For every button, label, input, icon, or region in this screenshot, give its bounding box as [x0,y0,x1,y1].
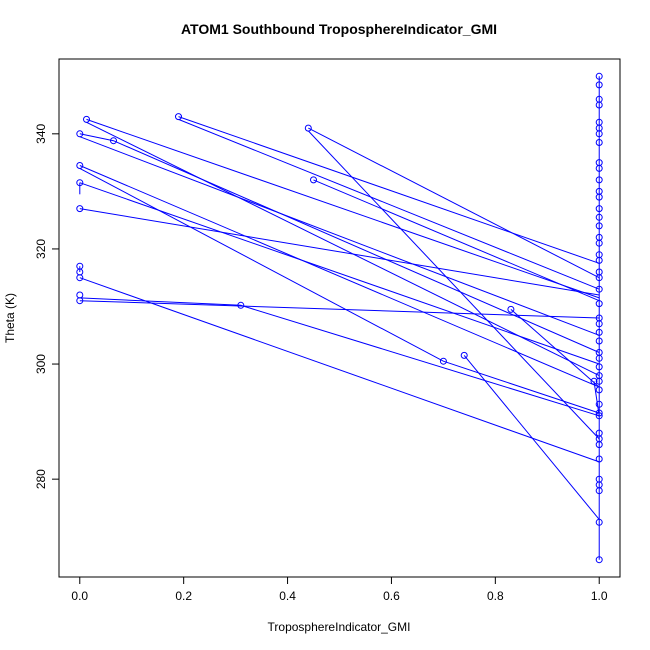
data-point [595,101,603,109]
data-point [175,113,182,121]
series-lines [79,76,600,560]
data-point [76,130,84,138]
y-tick-label: 280 [34,469,48,489]
x-tick-label: 0.8 [487,589,504,603]
series-line [79,300,600,319]
series-line [308,127,600,279]
series-line [79,136,600,336]
data-point [595,300,603,308]
data-point [595,222,603,230]
series-line [463,355,600,520]
data-points [76,72,603,564]
data-point [310,176,317,184]
data-point [595,441,603,449]
data-point [595,377,603,385]
series-line [510,309,600,388]
data-point [595,487,603,495]
data-point [595,518,603,526]
data-point [595,455,603,463]
series-line [79,277,600,463]
plot-frame [58,58,621,578]
x-axis-label: TroposphereIndicator_GMI [268,620,411,634]
data-point [507,305,515,313]
data-point [83,115,90,123]
data-point [76,297,84,305]
data-point [595,400,603,408]
data-point [595,386,603,394]
series-line [307,130,600,440]
data-point [304,124,312,132]
y-axis-label: Theta (K) [3,293,17,343]
y-tick-label: 320 [34,239,48,259]
data-point [595,556,603,564]
data-point [595,130,603,138]
series-line [86,121,600,377]
data-point [595,354,603,362]
data-point [110,137,117,145]
data-point [76,205,84,213]
series-line [79,297,600,417]
y-tick-label: 300 [34,354,48,374]
data-point [595,409,603,417]
data-point [590,377,598,385]
data-point [595,239,603,247]
data-point [595,164,603,172]
data-point [595,328,603,336]
data-point [595,72,603,80]
x-tick-label: 0.6 [383,589,400,603]
data-point [595,320,603,328]
data-point [595,256,603,264]
series-line [313,179,600,302]
data-point [76,274,84,282]
data-point [595,176,603,184]
data-point [595,337,603,345]
x-tick-label: 0.0 [71,589,88,603]
data-point [595,205,603,213]
x-tick-label: 1.0 [591,589,608,603]
series-line [79,208,600,296]
data-point [237,301,245,309]
series-line [178,116,600,264]
data-point [595,285,603,293]
chart-title: ATOM1 Southbound TroposphereIndicator_GM… [181,21,497,37]
data-point [595,139,603,146]
series-line [79,133,600,353]
x-tick-label: 0.2 [175,589,192,603]
data-point [595,193,603,201]
x-axis: 0.0 0.2 0.4 0.6 0.8 1.0 [71,576,608,603]
data-point [595,213,603,221]
data-point [460,351,468,359]
y-axis: 280 300 320 340 [34,123,60,489]
x-tick-label: 0.4 [279,589,296,603]
y-tick-label: 340 [34,123,48,143]
series-line [86,118,600,299]
series-line [79,182,600,365]
data-point [595,363,603,371]
data-point [76,291,84,299]
data-point [76,162,84,169]
data-point [439,357,447,365]
series-line [79,167,600,414]
data-point [595,81,603,89]
series-line [178,118,600,290]
data-point [76,179,84,187]
data-point [595,412,603,420]
data-point [595,274,603,282]
series-line [79,165,600,388]
